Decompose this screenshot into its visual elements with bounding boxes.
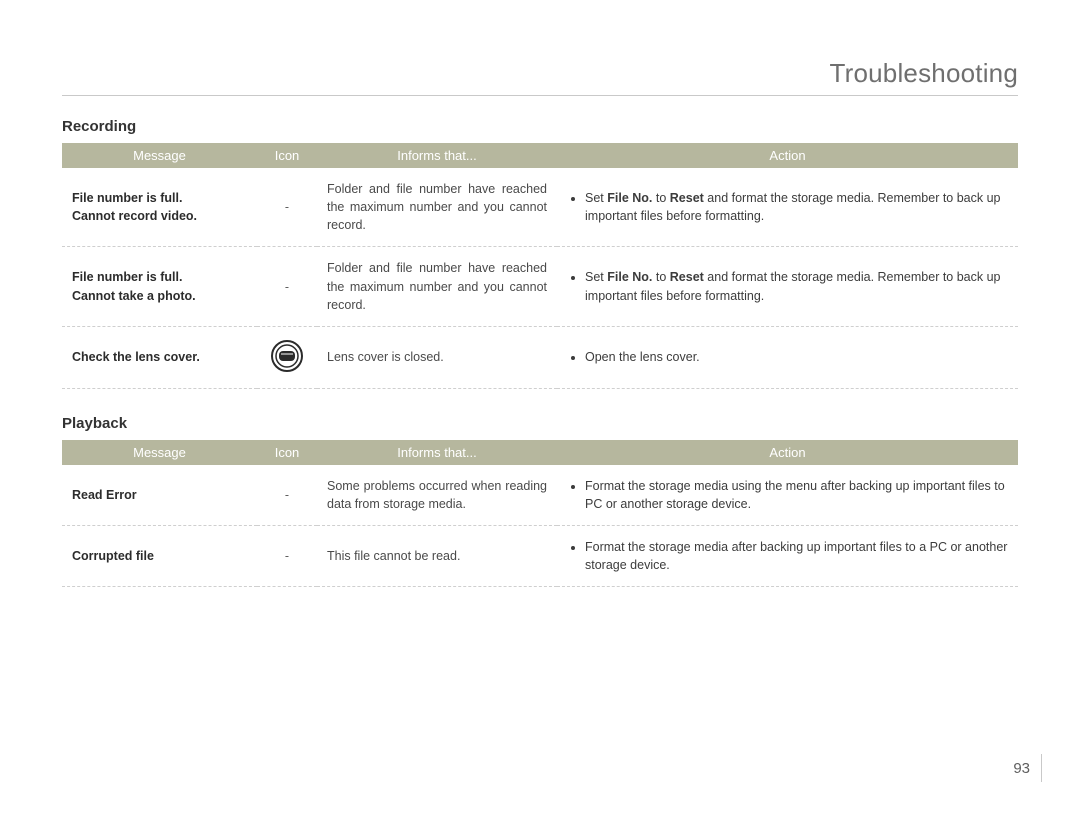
action-item: Set File No. to Reset and format the sto… [585, 268, 1008, 304]
section-title: Recording [62, 118, 1018, 135]
col-header-message: Message [62, 143, 257, 168]
col-header-informs: Informs that... [317, 440, 557, 465]
message-cell: File number is full.Cannot take a photo. [62, 247, 257, 326]
table-row: Corrupted file-This file cannot be read.… [62, 526, 1018, 587]
col-header-informs: Informs that... [317, 143, 557, 168]
icon-cell: - [257, 465, 317, 526]
action-cell: Set File No. to Reset and format the sto… [557, 247, 1018, 326]
section-title: Playback [62, 415, 1018, 432]
icon-cell: - [257, 168, 317, 247]
col-header-message: Message [62, 440, 257, 465]
col-header-action: Action [557, 440, 1018, 465]
action-item: Set File No. to Reset and format the sto… [585, 189, 1008, 225]
table-row: File number is full.Cannot record video.… [62, 168, 1018, 247]
icon-cell [257, 326, 317, 388]
icon-cell: - [257, 526, 317, 587]
table-row: Check the lens cover. Lens cover is close… [62, 326, 1018, 388]
message-cell: Corrupted file [62, 526, 257, 587]
table-row: Read Error-Some problems occurred when r… [62, 465, 1018, 526]
icon-cell: - [257, 247, 317, 326]
message-cell: File number is full.Cannot record video. [62, 168, 257, 247]
col-header-icon: Icon [257, 143, 317, 168]
message-cell: Read Error [62, 465, 257, 526]
action-cell: Format the storage media using the menu … [557, 465, 1018, 526]
col-header-icon: Icon [257, 440, 317, 465]
informs-cell: Lens cover is closed. [317, 326, 557, 388]
informs-cell: Some problems occurred when reading data… [317, 465, 557, 526]
troubleshooting-table: MessageIconInforms that...ActionFile num… [62, 143, 1018, 389]
page-number: 93 [1013, 760, 1030, 777]
action-cell: Format the storage media after backing u… [557, 526, 1018, 587]
informs-cell: Folder and file number have reached the … [317, 247, 557, 326]
page-title: Troubleshooting [62, 58, 1018, 95]
action-cell: Set File No. to Reset and format the sto… [557, 168, 1018, 247]
action-item: Format the storage media using the menu … [585, 477, 1008, 513]
lens-cover-icon [270, 339, 304, 373]
col-header-action: Action [557, 143, 1018, 168]
action-item: Open the lens cover. [585, 348, 1008, 366]
table-row: File number is full.Cannot take a photo.… [62, 247, 1018, 326]
action-cell: Open the lens cover. [557, 326, 1018, 388]
troubleshooting-table: MessageIconInforms that...ActionRead Err… [62, 440, 1018, 588]
informs-cell: Folder and file number have reached the … [317, 168, 557, 247]
message-cell: Check the lens cover. [62, 326, 257, 388]
action-item: Format the storage media after backing u… [585, 538, 1008, 574]
informs-cell: This file cannot be read. [317, 526, 557, 587]
